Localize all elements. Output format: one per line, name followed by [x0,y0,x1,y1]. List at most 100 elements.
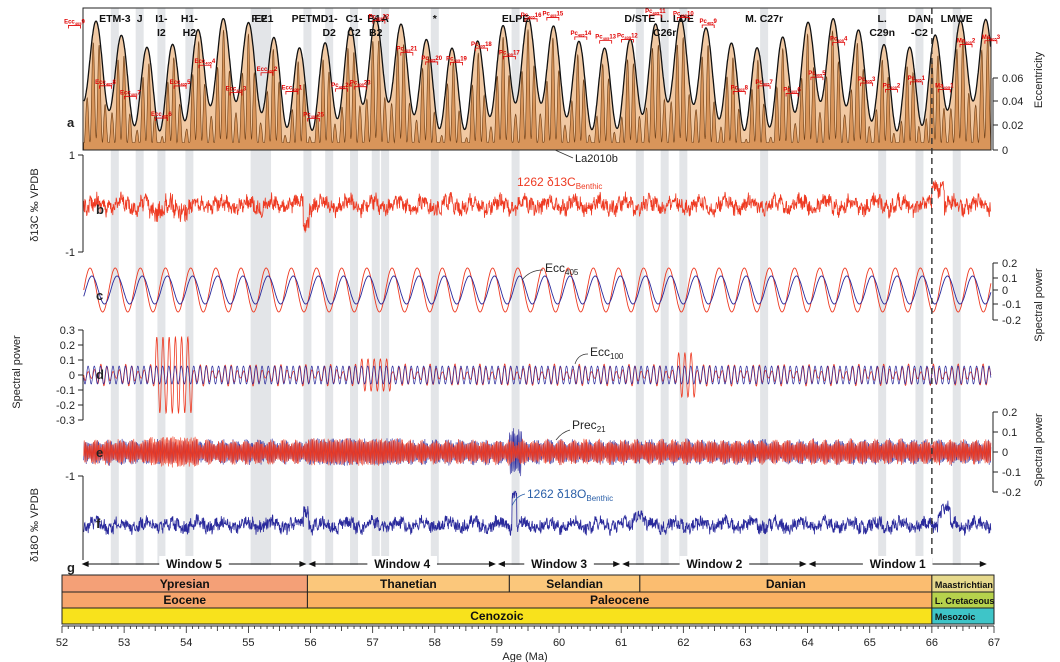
event-label: ETM-3 [99,13,131,25]
cycle-name: Pc [595,35,603,41]
window-arrow-right [488,561,496,567]
event-label: C29n [869,27,895,39]
cycle-bracket [984,40,998,44]
cycle-name: Pc [617,34,625,40]
cycle-sub: 405 [131,92,138,97]
eccentricity-tick-label: 0.02 [1002,120,1023,132]
cycle-number: 22 [383,15,390,21]
cycle-sub: 405 [478,44,485,49]
cycle-bracket [372,20,386,24]
cycle-number: 16 [535,13,542,19]
cycle-label: Pc4057 [755,80,773,89]
cycle-text: Pc40517 [499,50,520,57]
cycle-label: Ecc4059 [64,19,85,29]
stage-label: Thanetian [380,577,437,591]
cycle-sub: 405 [990,36,997,41]
la2010b-leader [554,149,574,159]
cycle-sub: 405 [106,81,113,86]
event-band [185,8,194,565]
event-label: C1- [346,13,363,25]
d13c-tick-label: 1 [69,150,75,162]
cycle-text: Pc4053 [858,77,876,84]
cycle-bracket [648,14,662,18]
panel-label-d: d [96,367,104,382]
cycle-label: Pc40517 [499,50,520,60]
cycle-label: Pc4055 [808,71,826,81]
cycle-bracket [885,89,898,93]
cycle-label: Pc40525 [303,112,325,122]
cycle-bracket [909,81,923,85]
cycle-number: 6 [168,112,172,118]
cycle-name: Pc [421,56,429,62]
cycle-bracket [68,25,81,29]
cycle-number: 6 [797,87,801,93]
cycle-bracket [810,76,824,81]
cycle-text: Ecc4051 [282,85,303,92]
cycle-number: 13 [609,35,616,41]
cycle-bracket [335,88,348,92]
cycle-label: Pc40520 [421,56,443,65]
cycle-label: Ecc4057 [120,90,141,100]
epoch-box: Eocene [61,591,308,609]
event-label: -C2 [911,27,928,39]
chronostratigraphy: Ypresian Thanetian Selandian Danian Maastric… [61,574,995,625]
d18o-benthic-series [83,490,992,536]
d18o-leader [511,493,526,507]
cycle-bracket [450,61,463,66]
event-label: LMWE [941,13,973,25]
window-label-bg [679,556,750,572]
event-label: LDE [673,13,694,25]
ecc100-axis-title: Spectral power [11,335,23,409]
cycle-number: 23 [364,81,371,87]
d13c-axis-title: δ13C ‰ VPDB [29,168,41,241]
event-label: L. [660,13,669,25]
cycle-text: Pc4058 [731,85,749,92]
cycle-number: 10 [687,11,694,17]
cycle-number: 2 [274,67,278,73]
cycle-label: Ecc4052 [257,67,278,76]
cycle-text: Ma4052 [957,38,976,45]
eccentricity-tick-label: 0 [1002,145,1008,157]
cycle-label: Ecc4054 [195,59,216,69]
cycle-text: Ecc4053 [226,86,247,93]
cycle-name: Pc [521,13,529,19]
cycle-number: 1 [922,76,926,82]
cycle-number: 3 [243,86,247,92]
cycle-sub: 405 [965,40,972,45]
d18o-annotation: 1262 δ18OBenthic [527,487,613,503]
cycle-bracket [959,44,973,48]
window-label: Window 4 [374,557,430,571]
cycle-text: Ecc4055 [170,80,191,87]
cycle-sub: 405 [624,35,631,40]
cycle-sub: 405 [292,87,299,92]
prec21-annotation: Prec21 [572,418,606,434]
cycle-number: 3 [997,35,1001,41]
epoch-label: Eocene [163,593,206,607]
cycle-name: Pc [858,77,866,83]
window-label: Window 1 [870,557,926,571]
epoch-label: L. Cretaceous [935,596,995,606]
cycle-text: Pc4057 [755,80,773,87]
cycle-label: Pc4054 [830,36,848,46]
panel-label-a: a [67,115,75,130]
event-band [325,8,334,565]
window-range: Window 3 [497,556,621,572]
cycle-bracket [229,92,243,96]
eccentricity-axis-title: Eccentricity [1033,51,1045,108]
d18o-annotation-sub: Benthic [586,494,613,503]
event-band [157,8,166,565]
cycle-label: Ma4053 [982,35,1001,44]
ecc100-tick-label: -0.3 [56,415,75,427]
cycle-number: 9 [714,19,718,25]
ecc100-tick-label: 0 [69,370,75,382]
cycle-bracket [546,17,560,21]
ecc405-annotation-sub: 405 [565,268,579,277]
cycle-number: 9 [81,19,85,25]
cycle-label: Pc40524 [331,83,353,92]
cycle-label: Pc4053 [858,77,876,87]
cycle-name: Ecc [257,67,268,73]
cycle-bracket [599,40,613,44]
cycle-name: Ma [982,35,991,41]
event-label: D/STE [624,13,655,25]
cycle-text: Ma4051 [935,83,954,90]
